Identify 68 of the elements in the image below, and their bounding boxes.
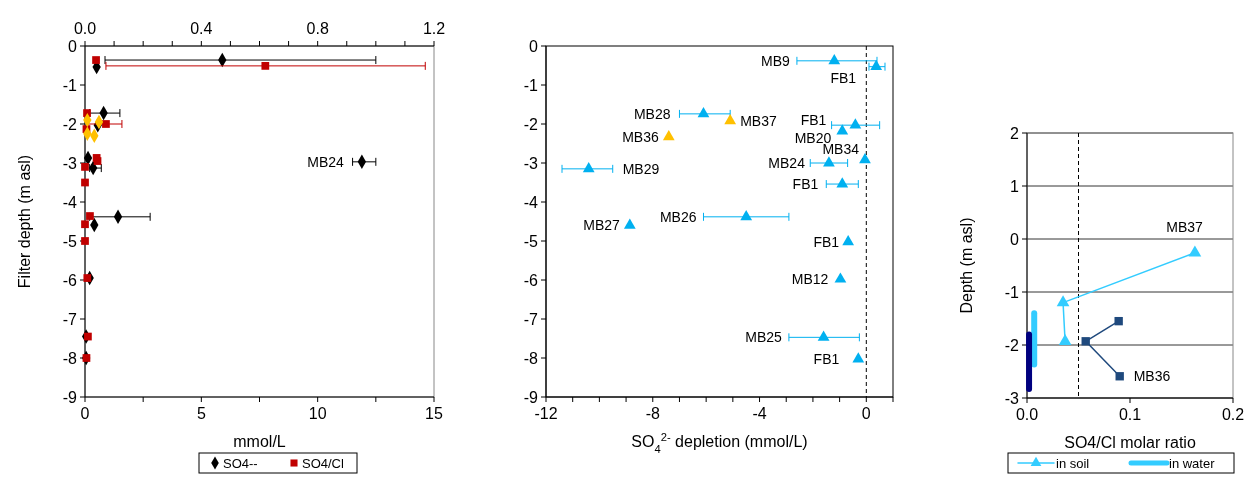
x-tick-label: -12 xyxy=(534,405,558,422)
annotation: MB26 xyxy=(659,208,697,225)
annotation: MB9 xyxy=(761,52,791,69)
legend-label: SO4-- xyxy=(223,455,258,471)
y-tick-label: 1 xyxy=(1010,177,1020,195)
y-tick-label: -1 xyxy=(523,76,539,94)
y-tick-label: -4 xyxy=(523,193,539,211)
annotation: MB27 xyxy=(583,217,621,234)
annotation: FB1 xyxy=(813,233,840,250)
y-tick-label: -2 xyxy=(62,115,78,133)
y-tick-label: -6 xyxy=(523,271,539,289)
y-tick-label: -3 xyxy=(1004,389,1020,407)
annotation: MB37 xyxy=(740,112,777,129)
y-tick-label: -7 xyxy=(62,310,78,328)
annotation: MB24 xyxy=(768,154,806,171)
annotation: FB1 xyxy=(800,112,827,129)
y-axis-title: Depth (m asl) xyxy=(958,217,975,314)
x-tick-label: 0.1 xyxy=(1118,406,1142,423)
y-axis-title: Filter depth (m asl) xyxy=(16,154,33,289)
x-tick-label: 0 xyxy=(80,405,90,422)
x-axis-title: SO4/Cl molar ratio xyxy=(1064,434,1196,451)
annotation: FB1 xyxy=(813,351,840,368)
annotation: MB37 xyxy=(1166,218,1204,235)
y-tick-label: 2 xyxy=(1010,124,1020,142)
annotation: MB25 xyxy=(745,329,783,346)
annotation: FB1 xyxy=(792,175,819,192)
x2-tick-label: 1.2 xyxy=(422,20,446,37)
y-tick-label: -9 xyxy=(62,388,78,406)
y-tick-label: -9 xyxy=(523,388,539,406)
y-tick-label: 0 xyxy=(68,37,78,55)
y-tick-label: -3 xyxy=(62,154,78,172)
annotation: MB29 xyxy=(622,160,660,177)
y-tick-label: -2 xyxy=(523,115,539,133)
legend-label: SO4/Cl xyxy=(302,455,345,471)
legend-label: in water xyxy=(1169,455,1216,471)
annotation: MB36 xyxy=(622,128,659,145)
x-tick-label: 15 xyxy=(425,405,443,422)
x-tick-label: 10 xyxy=(308,405,327,422)
y-tick-label: -8 xyxy=(62,349,78,367)
x-tick-label: 5 xyxy=(196,405,206,422)
y-tick-label: -1 xyxy=(62,76,78,94)
y-tick-label: -4 xyxy=(62,193,78,211)
y-tick-label: 0 xyxy=(529,37,539,55)
y-tick-label: -7 xyxy=(523,310,539,328)
y-tick-label: 0 xyxy=(1010,230,1020,248)
y-tick-label: -3 xyxy=(523,154,539,172)
annotation: MB28 xyxy=(633,105,671,122)
y-tick-label: -6 xyxy=(62,271,78,289)
annotation: FB1 xyxy=(830,69,857,86)
y-tick-label: -2 xyxy=(1004,336,1020,354)
y-tick-label: -5 xyxy=(523,232,539,250)
x-axis-title: mmol/L xyxy=(233,433,286,450)
x-axis-title: SO$_{4}$$^{2-}$ depletion (mmol/L) xyxy=(631,431,808,455)
y-tick-label: -1 xyxy=(1004,283,1020,301)
x-tick-label: -4 xyxy=(752,405,767,422)
x2-tick-label: 0.8 xyxy=(306,20,329,37)
annotation: MB12 xyxy=(791,271,829,288)
x-tick-label: -8 xyxy=(645,405,660,422)
x-tick-label: 0.2 xyxy=(1221,406,1245,423)
x-tick-label: 0.0 xyxy=(1015,406,1039,423)
annotation: MB36 xyxy=(1133,368,1171,385)
y-tick-label: -5 xyxy=(62,232,78,250)
annotation: MB24 xyxy=(307,153,345,170)
x-tick-label: 0 xyxy=(861,405,871,422)
legend-label: in soil xyxy=(1056,455,1090,471)
y-tick-label: -8 xyxy=(523,349,539,367)
x2-tick-label: 0.0 xyxy=(73,20,97,37)
x2-tick-label: 0.4 xyxy=(190,20,213,37)
